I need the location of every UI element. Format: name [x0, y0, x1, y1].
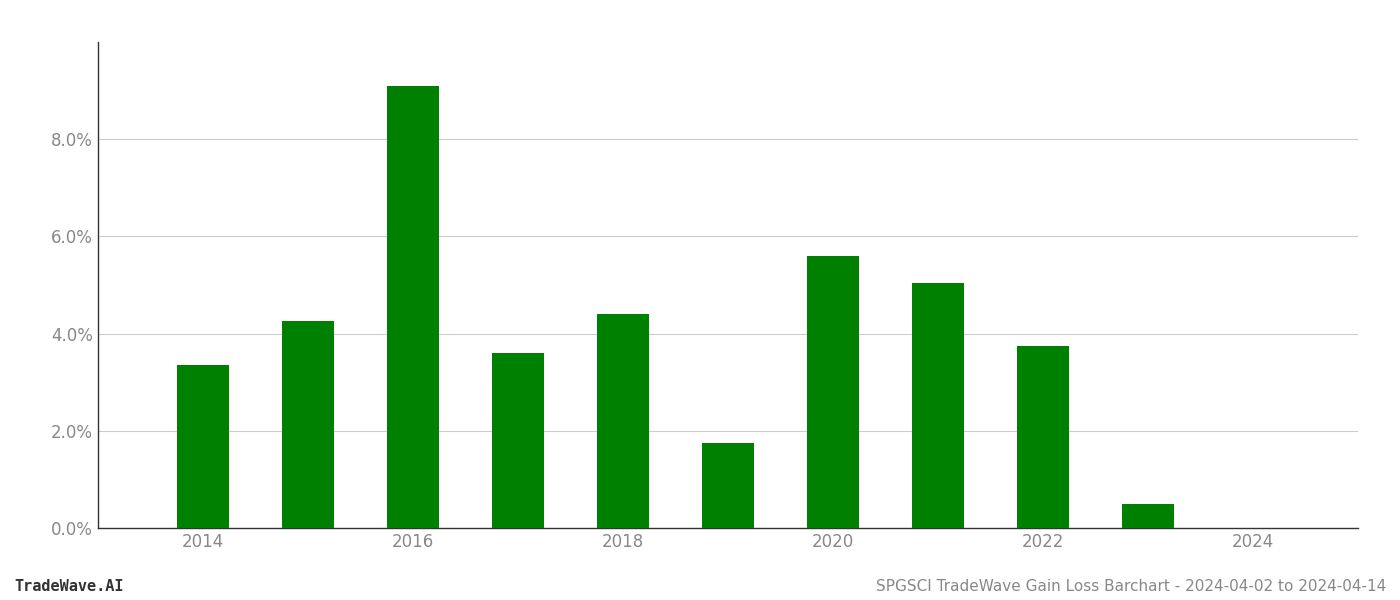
Bar	[281, 322, 335, 528]
Bar	[596, 314, 650, 528]
Bar	[1016, 346, 1070, 528]
Bar	[1121, 504, 1175, 528]
Bar	[386, 86, 440, 528]
Bar	[491, 353, 545, 528]
Bar	[701, 443, 755, 528]
Bar	[176, 365, 230, 528]
Bar	[911, 283, 965, 528]
Bar	[806, 256, 860, 528]
Text: TradeWave.AI: TradeWave.AI	[14, 579, 123, 594]
Text: SPGSCI TradeWave Gain Loss Barchart - 2024-04-02 to 2024-04-14: SPGSCI TradeWave Gain Loss Barchart - 20…	[876, 579, 1386, 594]
